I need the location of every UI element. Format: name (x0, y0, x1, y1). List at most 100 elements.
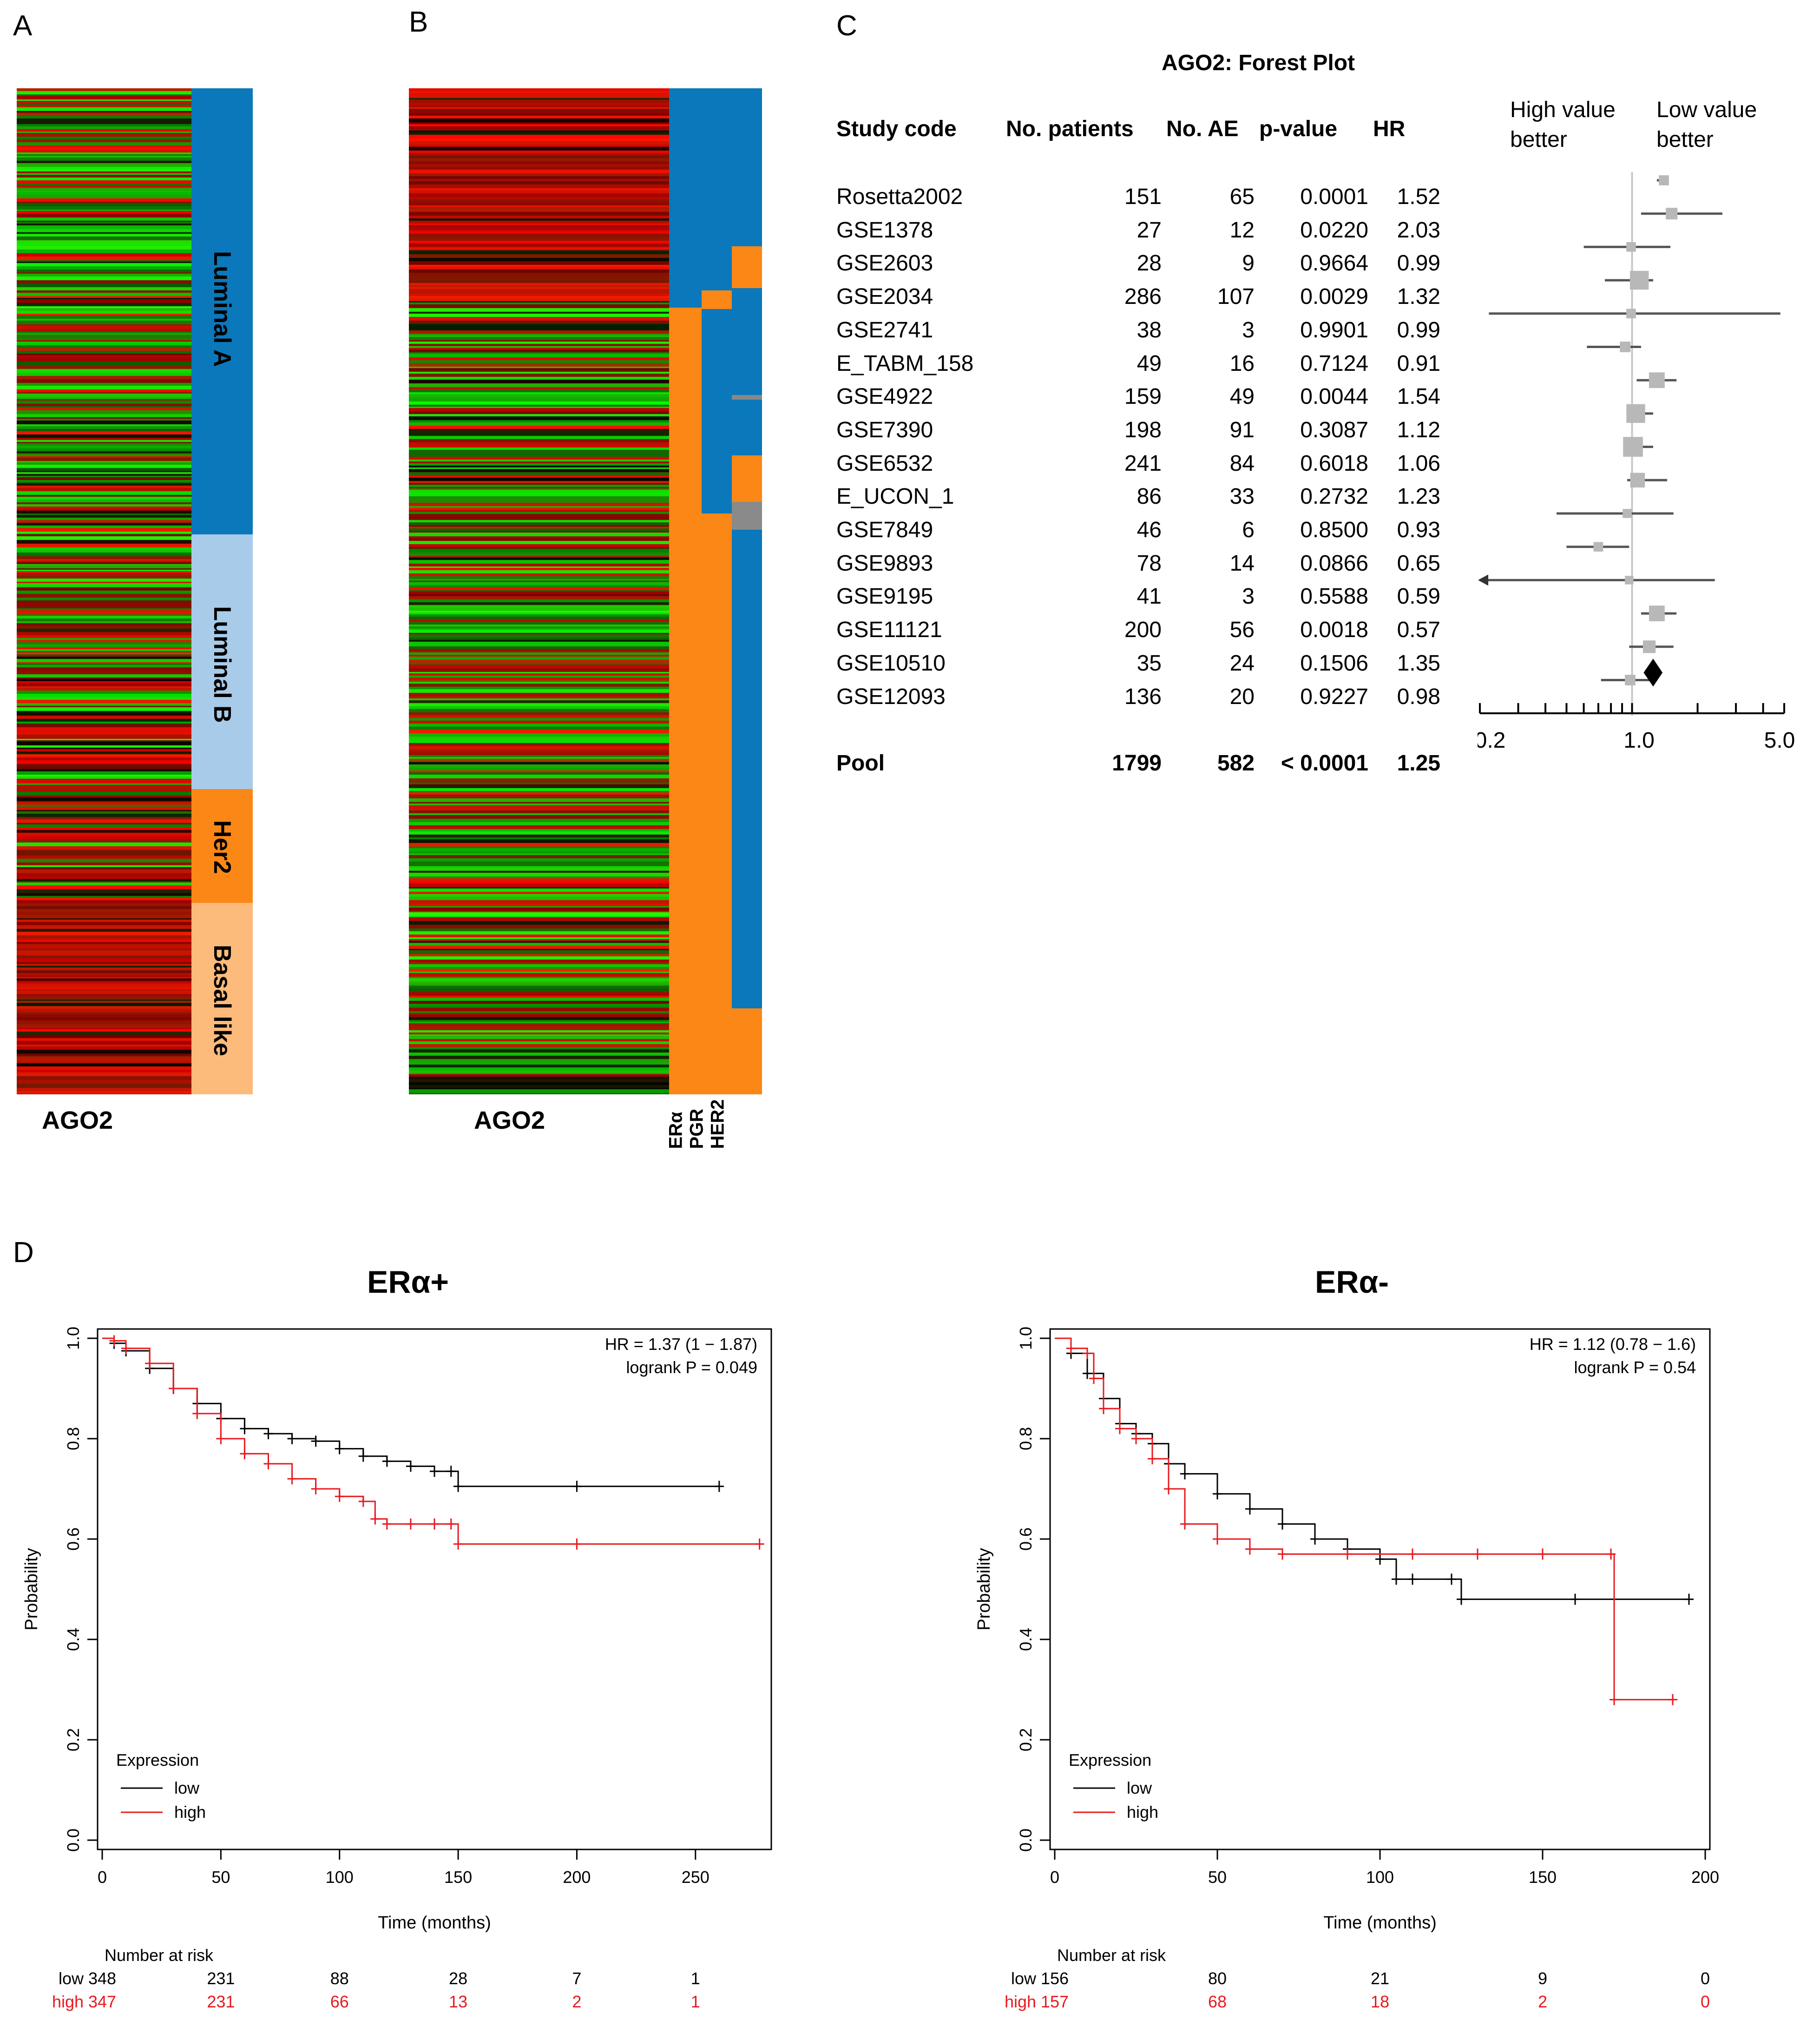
y-tick-label: 0.8 (1016, 1427, 1035, 1450)
risk-value: 13 (449, 1992, 467, 2011)
forest-table-row: GSE11121 200 56 0.0018 0.57 (836, 617, 1533, 651)
cell-p: 0.3087 (1300, 417, 1368, 442)
cell-p: 0.5588 (1300, 584, 1368, 609)
km-annotation: HR = 1.37 (1 − 1.87) (605, 1335, 757, 1354)
cell-hr: 0.57 (1397, 618, 1440, 643)
cell-code: GSE2034 (836, 284, 933, 309)
x-tick-label: 200 (1691, 1868, 1719, 1887)
censor-mark (263, 1428, 273, 1440)
cell-p: 0.0001 (1300, 184, 1368, 209)
cell-n: 159 (1124, 384, 1162, 409)
cell-code: GSE4922 (836, 384, 933, 409)
forest-table-row: GSE6532 241 84 0.6018 1.06 (836, 451, 1533, 484)
y-tick-label: 1.0 (1016, 1327, 1035, 1350)
cell-hr: 1.54 (1397, 384, 1440, 409)
risk-table-title: Number at risk (1057, 1946, 1166, 1965)
cell-hr: 0.93 (1397, 518, 1440, 542)
hr-marker (1643, 640, 1656, 653)
km-title-er-neg: ERα- (1315, 1264, 1389, 1300)
subtype-her2: Her2 (191, 789, 253, 903)
censor-mark (287, 1433, 297, 1444)
cell-code: GSE9195 (836, 584, 933, 609)
cell-hr: 0.98 (1397, 684, 1440, 709)
cell-ae: 9 (1242, 251, 1255, 276)
censor-mark (430, 1466, 439, 1477)
censor-mark (263, 1458, 273, 1469)
cell-hr: 1.25 (1397, 750, 1440, 776)
censor-mark (1083, 1348, 1092, 1359)
cell-code: GSE2741 (836, 317, 933, 342)
cell-code: GSE11121 (836, 618, 942, 643)
censor-mark (192, 1408, 202, 1419)
risk-value: 156 (1041, 1969, 1069, 1988)
hr-marker (1649, 372, 1665, 388)
censor-mark (430, 1518, 439, 1530)
cell-code: GSE2603 (836, 251, 933, 276)
cell-n: 286 (1124, 284, 1162, 309)
censor-mark (1180, 1468, 1189, 1480)
hr-marker (1626, 404, 1645, 423)
cell-p: 0.9227 (1300, 684, 1368, 709)
censor-mark (446, 1518, 456, 1530)
censor-mark (572, 1480, 582, 1492)
cell-ae: 84 (1229, 451, 1255, 476)
hr-marker (1623, 509, 1632, 518)
censor-mark (358, 1496, 368, 1507)
cell-hr: 0.99 (1397, 251, 1440, 276)
censor-mark (382, 1518, 392, 1530)
cell-code: E_TABM_158 (836, 351, 974, 376)
cell-p: 0.9664 (1300, 251, 1368, 276)
cell-ae: 91 (1229, 417, 1255, 442)
risk-value: 348 (88, 1969, 116, 1988)
x-tick-label: 0 (98, 1868, 107, 1887)
censor-mark (1213, 1533, 1222, 1545)
y-tick-label: 0.4 (1016, 1628, 1035, 1651)
hr-marker (1625, 576, 1634, 585)
cell-ae: 56 (1229, 618, 1255, 643)
cell-code: GSE7390 (836, 417, 933, 442)
hr-marker (1629, 270, 1649, 290)
x-axis-label: Time (months) (1323, 1913, 1437, 1933)
y-tick-label: 0.6 (1016, 1527, 1035, 1551)
cell-p: 0.7124 (1300, 351, 1368, 376)
legend-item: high (1127, 1803, 1158, 1822)
censor-mark (1164, 1483, 1173, 1494)
censor-mark (311, 1483, 321, 1494)
risk-value: 21 (1371, 1969, 1389, 1988)
censor-mark (1148, 1453, 1157, 1465)
forest-table-row: GSE2034 286 107 0.0029 1.32 (836, 284, 1533, 317)
subtype-luminal-b: Luminal B (191, 534, 253, 789)
forest-table-row: GSE12093 136 20 0.9227 0.98 (836, 684, 1533, 717)
censor-mark (1610, 1694, 1619, 1705)
risk-value: 0 (1701, 1992, 1710, 2011)
cell-p: 0.0220 (1300, 217, 1368, 243)
y-tick-label: 0.2 (1016, 1728, 1035, 1751)
censor-mark (446, 1466, 456, 1477)
cell-n: 200 (1124, 618, 1162, 643)
km-title-er-pos: ERα+ (367, 1264, 449, 1300)
cell-ae: 6 (1242, 518, 1255, 542)
censor-mark (382, 1455, 392, 1467)
cell-ae: 3 (1242, 584, 1255, 609)
cell-ae: 24 (1229, 651, 1255, 676)
censor-mark (1180, 1518, 1189, 1530)
censor-mark (1343, 1548, 1352, 1560)
forest-table-row: GSE10510 35 24 0.1506 1.35 (836, 651, 1533, 684)
cell-hr: 0.59 (1397, 584, 1440, 609)
cell-hr: 1.52 (1397, 184, 1440, 209)
forest-table-row: GSE4922 159 49 0.0044 1.54 (836, 384, 1533, 417)
cell-ae: 3 (1242, 317, 1255, 342)
hr-marker (1659, 175, 1669, 185)
cell-n: 38 (1137, 317, 1162, 342)
cell-hr: 1.35 (1397, 651, 1440, 676)
censor-mark (1115, 1423, 1124, 1434)
forest-tick-label: 1.0 (1623, 728, 1655, 753)
cell-code: Rosetta2002 (836, 184, 963, 209)
censor-mark (240, 1423, 250, 1434)
header-p-value: p-value (1259, 117, 1338, 141)
forest-table-row: GSE9195 41 3 0.5588 0.59 (836, 584, 1533, 617)
hr-marker (1626, 242, 1636, 252)
cell-p: 0.2732 (1300, 484, 1368, 509)
cell-code: GSE6532 (836, 451, 933, 476)
risk-value: 231 (207, 1992, 235, 2011)
